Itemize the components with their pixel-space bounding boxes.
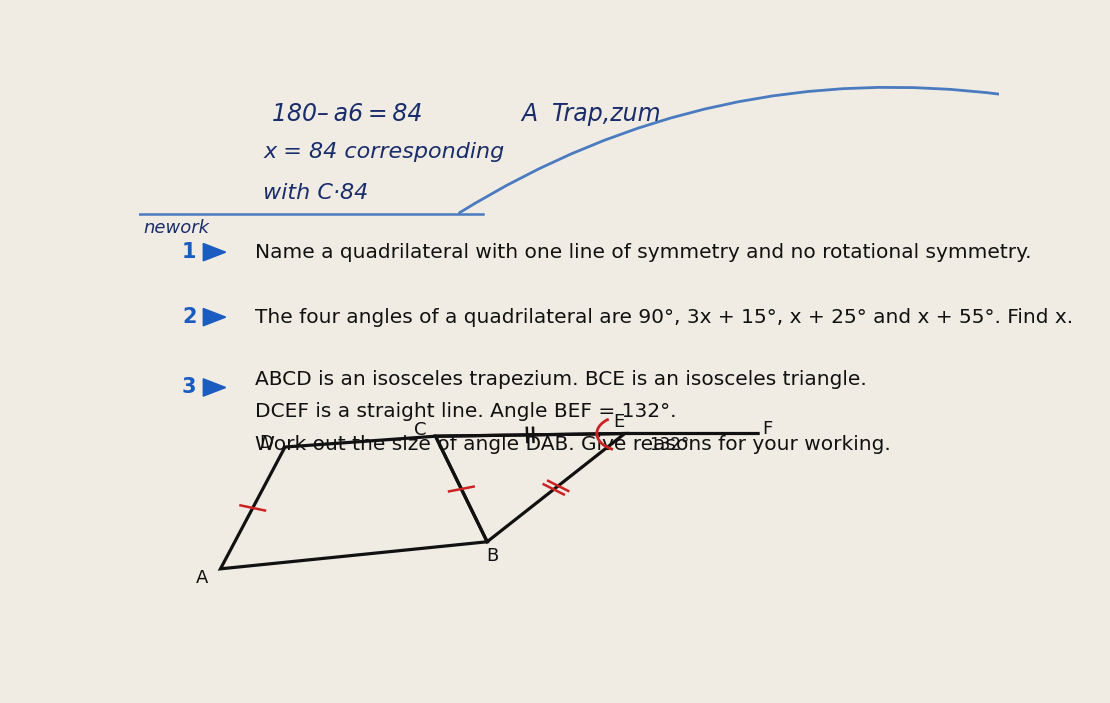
FancyArrowPatch shape	[460, 87, 1005, 213]
Text: D: D	[259, 434, 273, 453]
Polygon shape	[203, 309, 225, 325]
Text: DCEF is a straight line. Angle BEF = 132°.: DCEF is a straight line. Angle BEF = 132…	[255, 402, 676, 421]
Text: C: C	[414, 421, 426, 439]
Text: Name a quadrilateral with one line of symmetry and no rotational symmetry.: Name a quadrilateral with one line of sy…	[255, 243, 1031, 262]
Polygon shape	[203, 243, 225, 261]
Text: A: A	[195, 569, 208, 588]
Text: x = 84 corresponding: x = 84 corresponding	[263, 142, 505, 162]
Text: B: B	[486, 547, 500, 565]
Polygon shape	[203, 379, 225, 396]
Text: 3: 3	[182, 378, 196, 397]
Text: The four angles of a quadrilateral are 90°, 3x + 15°, x + 25° and x + 55°. Find : The four angles of a quadrilateral are 9…	[255, 308, 1073, 327]
Text: ABCD is an isosceles trapezium. BCE is an isosceles triangle.: ABCD is an isosceles trapezium. BCE is a…	[255, 370, 867, 389]
Text: 1: 1	[182, 242, 196, 262]
Text: 2: 2	[182, 307, 196, 327]
Text: 180– a6 = 84: 180– a6 = 84	[272, 102, 423, 126]
Text: with C·84: with C·84	[263, 183, 369, 202]
Text: A: A	[522, 102, 537, 126]
Text: 132°: 132°	[649, 437, 689, 454]
Text: nework: nework	[143, 219, 209, 237]
Text: Trap,zum: Trap,zum	[552, 102, 662, 126]
Text: Work out the size of angle DAB. Give reasons for your working.: Work out the size of angle DAB. Give rea…	[255, 435, 890, 454]
Text: E: E	[614, 413, 625, 431]
Text: F: F	[763, 420, 773, 438]
